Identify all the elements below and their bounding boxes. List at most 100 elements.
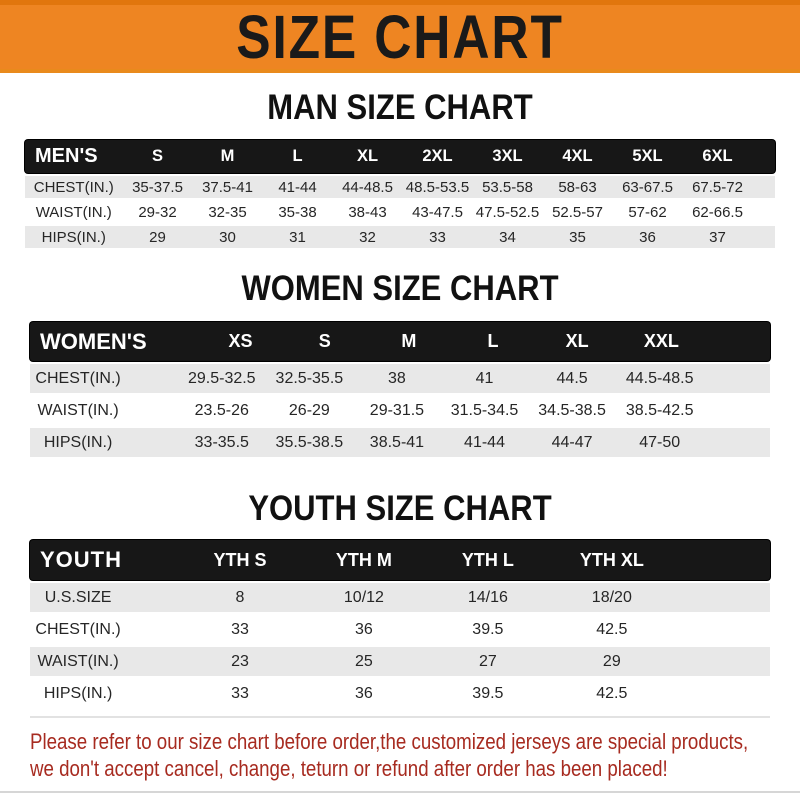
cell-value: 57-62 <box>628 203 667 221</box>
cell-value: 10/12 <box>343 588 384 606</box>
column-header: M <box>220 147 235 165</box>
table-header-row: YOUTH YTH S YTH M YTH L YTH XL <box>30 540 770 580</box>
cell-value: 44.5 <box>556 369 588 387</box>
table-row: CHEST(IN.) 35-37.5 37.5-41 41-44 44-48.5 48.5… <box>25 176 775 198</box>
cell-value: 52.5-57 <box>552 203 603 221</box>
row-label: WAIST(IN.) <box>37 401 119 419</box>
footer-notice: Please refer to our size chart before or… <box>30 728 800 782</box>
column-header: XXL <box>643 331 679 351</box>
cell-value: 44-48.5 <box>342 178 393 196</box>
cell-value: 47.5-52.5 <box>475 203 540 221</box>
cell-value: 31 <box>289 228 306 246</box>
table-row: CHEST(IN.) 29.5-32.5 32.5-35.5 38 41 44.5 44.5… <box>30 364 770 393</box>
cell-value: 29 <box>602 652 621 670</box>
cell-value: 32-35 <box>208 203 247 221</box>
cell-value: 29 <box>149 228 166 246</box>
cell-value: 62-66.5 <box>692 203 743 221</box>
table-title-cell: YOUTH <box>40 547 122 572</box>
cell-value: 44.5-48.5 <box>625 369 694 387</box>
cell-value: 30 <box>219 228 236 246</box>
column-header: XS <box>228 331 253 351</box>
table-title-cell: MEN'S <box>35 145 98 167</box>
table-row: WAIST(IN.) 29-32 32-35 35-38 38-43 43-47.5 47.… <box>25 201 775 223</box>
cell-value: 63-67.5 <box>622 178 673 196</box>
section-heading-man: MAN SIZE CHART <box>267 86 533 127</box>
cell-value: 67.5-72 <box>692 178 743 196</box>
table-title-cell: WOMEN'S <box>40 328 147 354</box>
row-label: CHEST(IN.) <box>35 620 121 638</box>
table-header-row: WOMEN'S XS S M L XL XXL <box>30 322 770 361</box>
cell-value: 32 <box>359 228 376 246</box>
cell-value: 35.5-38.5 <box>275 433 344 451</box>
column-header: L <box>487 331 499 351</box>
cell-value: 33 <box>231 620 249 638</box>
cell-value: 47-50 <box>639 433 681 451</box>
table-row: HIPS(IN.) 33 36 39.5 42.5 <box>30 679 770 708</box>
cell-value: 33-35.5 <box>194 433 249 451</box>
youth-size-table: YOUTH YTH S YTH M YTH L YTH XL U.S.SIZE 8 10/12… <box>30 540 770 718</box>
cell-value: 29-32 <box>138 203 177 221</box>
row-label: U.S.SIZE <box>44 588 112 606</box>
banner: SIZE CHART <box>0 0 800 73</box>
row-label: HIPS(IN.) <box>43 684 113 702</box>
section-man: MAN SIZE CHART MEN'S S M L XL 2XL 3XL 4XL 5XL 6XL C… <box>0 86 800 248</box>
cell-value: 38-43 <box>348 203 387 221</box>
cell-value: 35-38 <box>278 203 317 221</box>
column-header: 6XL <box>702 147 733 165</box>
cell-value: 58-63 <box>558 178 597 196</box>
bottom-divider <box>0 791 800 793</box>
cell-value: 23 <box>231 652 249 670</box>
table-row: HIPS(IN.) 29 30 31 32 33 34 35 36 37 <box>25 226 775 248</box>
column-header: S <box>318 331 331 351</box>
cell-value: 33 <box>429 228 446 246</box>
column-header: 3XL <box>492 147 523 165</box>
cell-value: 37.5-41 <box>202 178 253 196</box>
cell-value: 38 <box>388 369 406 387</box>
table-row: U.S.SIZE 8 10/12 14/16 18/20 <box>30 583 770 612</box>
cell-value: 43-47.5 <box>412 203 463 221</box>
column-header: YTH L <box>461 549 514 570</box>
cell-value: 41-44 <box>278 178 317 196</box>
column-header: YTH XL <box>579 549 644 570</box>
column-header: XL <box>356 147 379 165</box>
cell-value: 27 <box>478 652 497 670</box>
row-label: HIPS(IN.) <box>41 228 106 246</box>
cell-value: 36 <box>355 620 373 638</box>
column-header: 2XL <box>422 147 453 165</box>
cell-value: 8 <box>235 588 245 606</box>
cell-value: 32.5-35.5 <box>275 369 344 387</box>
cell-value: 53.5-58 <box>482 178 533 196</box>
section-women: WOMEN SIZE CHART WOMEN'S XS S M L XL XXL CHEST(I… <box>0 267 800 457</box>
cell-value: 37 <box>709 228 726 246</box>
banner-title: SIZE CHART <box>236 1 564 72</box>
cell-value: 35-37.5 <box>132 178 183 196</box>
cell-value: 38.5-42.5 <box>625 401 694 419</box>
table-row: HIPS(IN.) 33-35.5 35.5-38.5 38.5-41 41-44 44-… <box>30 428 770 457</box>
column-header: M <box>401 331 417 351</box>
cell-value: 34 <box>499 228 516 246</box>
cell-value: 33 <box>231 684 249 702</box>
column-header: XL <box>565 331 589 351</box>
cell-value: 48.5-53.5 <box>405 178 470 196</box>
column-header: S <box>151 147 163 165</box>
table-header-row: MEN'S S M L XL 2XL 3XL 4XL 5XL 6XL <box>25 140 775 173</box>
cell-value: 14/16 <box>467 588 508 606</box>
row-label: WAIST(IN.) <box>37 652 119 670</box>
row-label: CHEST(IN.) <box>33 178 114 196</box>
cell-value: 31.5-34.5 <box>450 401 519 419</box>
cell-value: 23.5-26 <box>194 401 249 419</box>
cell-value: 44-47 <box>551 433 593 451</box>
cell-value: 26-29 <box>288 401 330 419</box>
column-header: YTH M <box>335 549 392 570</box>
section-heading-women: WOMEN SIZE CHART <box>241 267 559 308</box>
row-label: HIPS(IN.) <box>43 433 113 451</box>
sections: MAN SIZE CHART MEN'S S M L XL 2XL 3XL 4XL 5XL 6XL C… <box>0 86 800 718</box>
cell-value: 25 <box>355 652 373 670</box>
cell-value: 34.5-38.5 <box>538 401 606 419</box>
cell-value: 41-44 <box>464 433 505 451</box>
cell-value: 36 <box>355 684 373 702</box>
cell-value: 29.5-32.5 <box>187 369 256 387</box>
column-header: 4XL <box>562 147 593 165</box>
cell-value: 29-31.5 <box>369 401 425 419</box>
cell-value: 41 <box>475 369 494 387</box>
